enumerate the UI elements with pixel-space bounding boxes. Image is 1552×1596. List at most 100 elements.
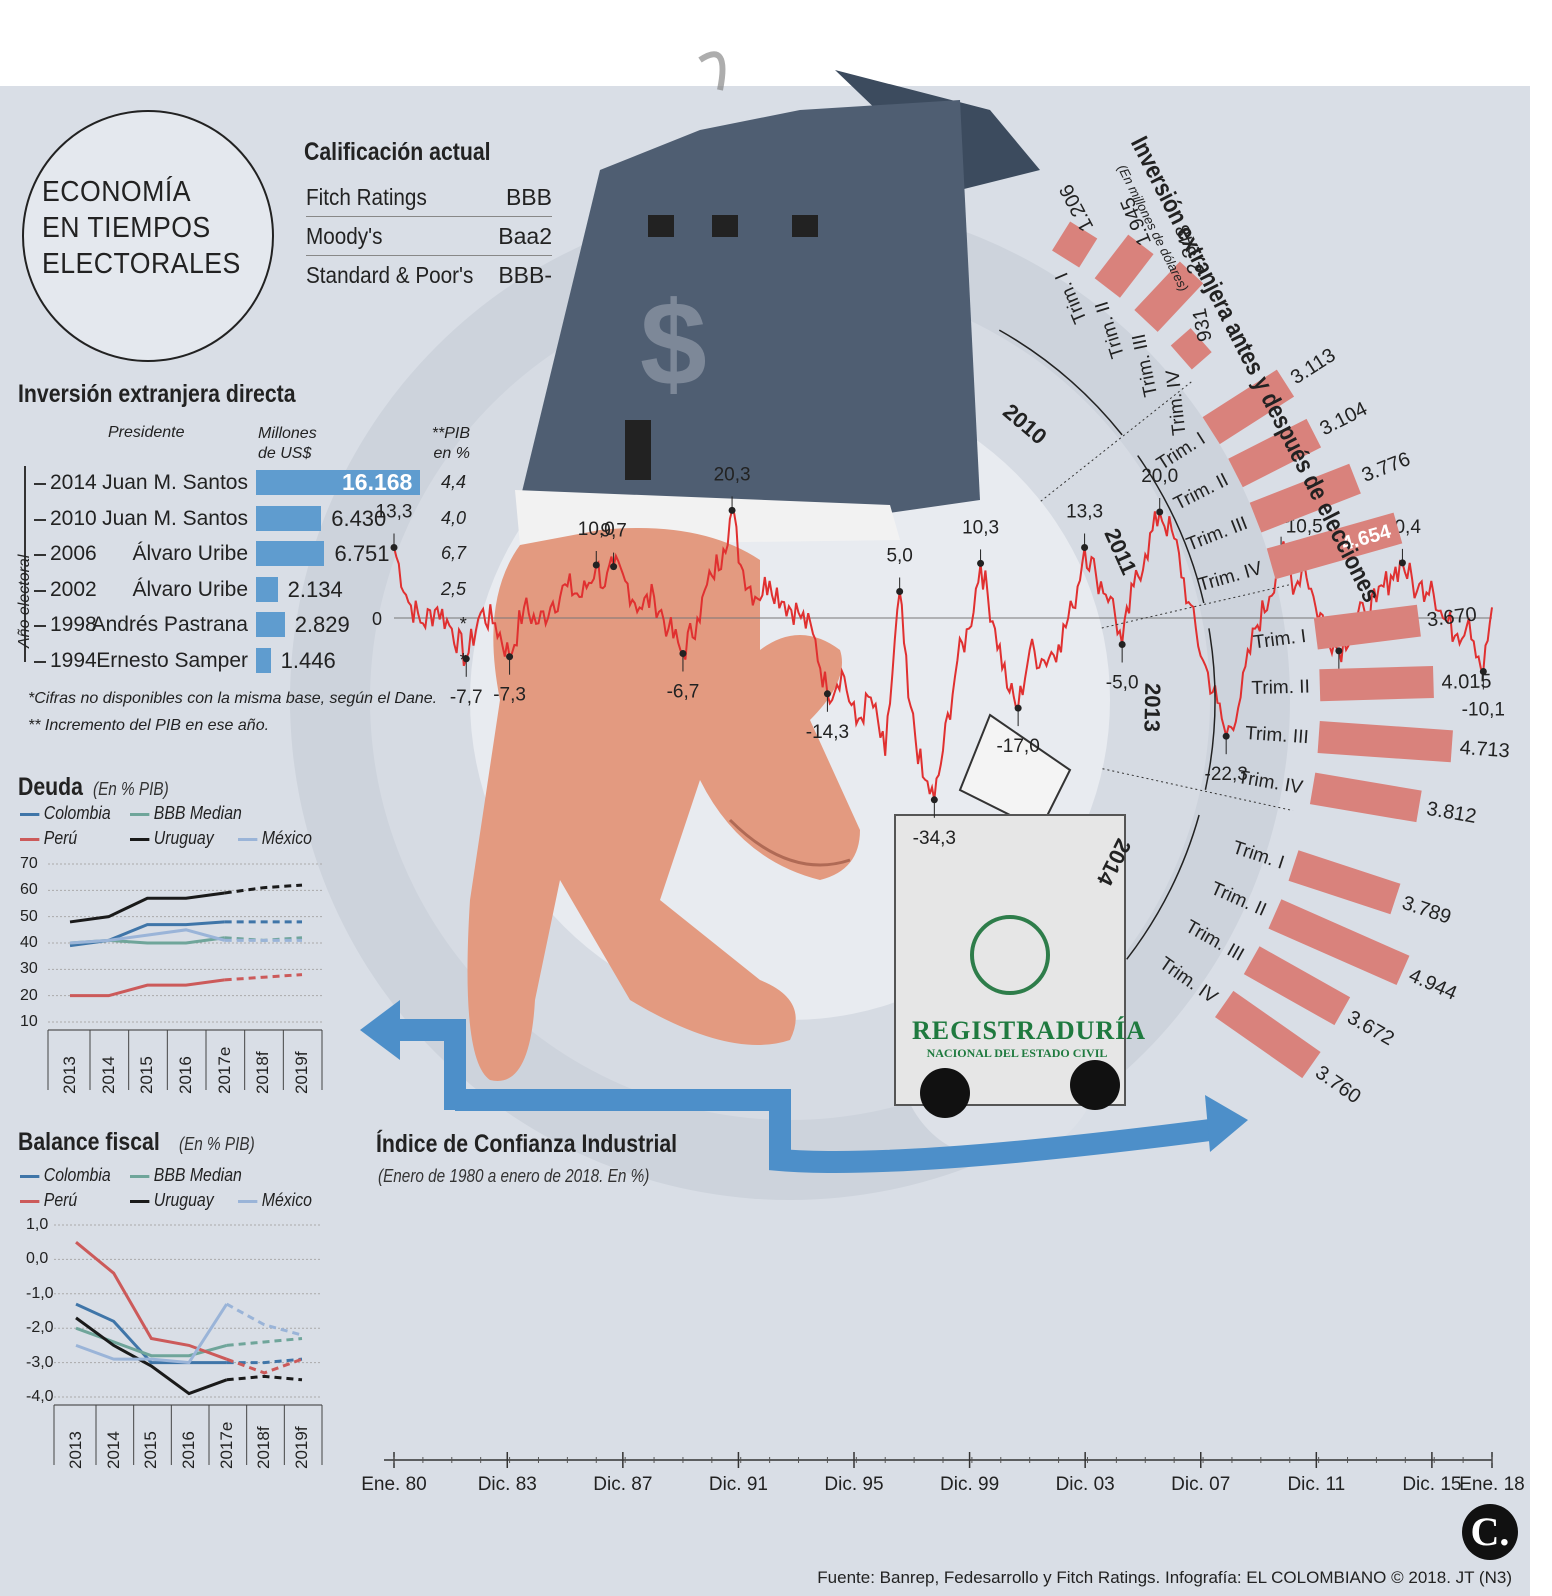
ballot-box-illustration	[894, 713, 1126, 1118]
annotation-label: 5,0	[886, 546, 912, 567]
ied-tick	[34, 483, 46, 485]
ied-year: 2014	[50, 471, 97, 494]
series-line	[75, 1303, 228, 1365]
radial-bar	[1313, 604, 1421, 650]
rating-row: Moody's Baa2	[306, 217, 552, 256]
annotation-label: -22,3	[1205, 764, 1248, 785]
zero-label: 0	[372, 609, 382, 629]
ied-tick	[34, 589, 46, 592]
ied-president: Juan M. Santos	[102, 506, 248, 530]
x-tick-label: 2014	[103, 1431, 123, 1469]
registry-label: REGISTRADURÍA NACIONAL DEL ESTADO CIVIL	[912, 1016, 1145, 1061]
series-forecast-line	[225, 1302, 303, 1337]
balance-unit: (En % PIB)	[179, 1134, 255, 1154]
x-tick-label: Dic. 91	[709, 1474, 768, 1495]
ied-row: 2010 Juan M. Santos 6.430 4,0	[0, 502, 480, 536]
y-tick-label: 20	[20, 986, 38, 1004]
ied-president: Ernesto Samper	[96, 649, 248, 672]
ied-tick	[34, 625, 46, 628]
legend-label: Colombia	[43, 1165, 111, 1185]
series-line	[69, 928, 226, 945]
ied-bar	[256, 505, 322, 531]
x-tick-label: 2017e	[216, 1421, 236, 1469]
x-tick-label: 2019f	[292, 1426, 311, 1469]
x-tick-label: Ene. 18	[1459, 1474, 1525, 1495]
x-tick-label: 2019f	[292, 1051, 311, 1094]
series-line	[70, 978, 225, 998]
x-tick-label: Ene. 80	[361, 1474, 427, 1495]
annotation-label: -17,0	[996, 736, 1039, 757]
radial-year-arc	[998, 329, 1123, 436]
ied-col-pib-line2: en %	[433, 445, 470, 462]
legend-label: México	[261, 828, 312, 848]
series-line	[75, 1316, 228, 1396]
radial-value-label: 4.713	[1459, 737, 1510, 762]
svg-text:$: $	[640, 277, 707, 411]
x-tick-label: Dic. 03	[1056, 1474, 1115, 1495]
annotation-label: -6,7	[667, 682, 700, 703]
ied-note2: ** Incremento del PIB en ese año.	[28, 717, 270, 734]
series-line	[75, 1241, 228, 1361]
deuda-header: Deuda (En % PIB)	[18, 773, 182, 802]
ied-heading: Inversión extranjera directa	[18, 380, 296, 408]
x-tick-label: Dic. 83	[478, 1474, 537, 1495]
ied-axis-bracket	[24, 466, 44, 662]
footer-source: Fuente: Banrep, Fedesarrollo y Fitch Rat…	[817, 1568, 1512, 1587]
ied-row: 2006 Álvaro Uribe 6.751 6,7	[0, 537, 480, 571]
legend-item: México	[238, 828, 312, 849]
y-tick-label: 1,0	[26, 1216, 49, 1233]
legend-item: Colombia	[20, 803, 111, 824]
series-forecast-line	[226, 1374, 303, 1382]
radial-bar	[1052, 221, 1098, 268]
annotation-label: 10,3	[962, 517, 999, 538]
hand-illustration	[467, 528, 860, 1081]
y-tick-label: 10	[20, 1013, 38, 1030]
ied-row: 1998 Andrés Pastrana 2.829 *	[0, 608, 480, 642]
ici-heading: Índice de Confianza Industrial	[376, 1130, 678, 1158]
radial-bar	[1249, 463, 1361, 533]
y-tick-label: -1,0	[26, 1284, 54, 1302]
rating-heading: Calificación actual	[304, 138, 491, 166]
ici-subtitle: (Enero de 1980 a enero de 2018. En %)	[378, 1166, 650, 1186]
ied-pib-value: 6,7	[440, 543, 466, 564]
x-tick-label: 2018f	[253, 1051, 273, 1094]
ied-col-pib-line1: **PIB	[431, 425, 470, 442]
series-line	[69, 891, 225, 924]
x-tick-label: Dic. 87	[593, 1474, 652, 1495]
radial-value-label: 3.776	[1359, 448, 1414, 487]
rating-agency: Standard & Poor's	[306, 262, 474, 288]
radial-value-label: 1.206	[1055, 180, 1098, 235]
x-tick-label: Dic. 11	[1287, 1474, 1345, 1495]
ied-pib-value: *	[458, 650, 466, 670]
deuda-heading: Deuda	[18, 773, 83, 801]
ied-tick	[34, 554, 46, 557]
y-tick-label: 40	[20, 934, 38, 951]
series-forecast-line	[224, 883, 303, 895]
deuda-unit: (En % PIB)	[92, 779, 169, 799]
annotation-label: -10,1	[1462, 700, 1505, 721]
radial-bar	[1309, 772, 1422, 823]
blue-arrow-left	[360, 1000, 466, 1110]
radial-bar	[1243, 946, 1351, 1026]
deuda-chart	[47, 863, 323, 1090]
x-tick-label: Dic. 07	[1171, 1474, 1230, 1495]
ied-col-millions: Millones de US$	[258, 424, 317, 464]
ied-year: 2002	[50, 577, 97, 601]
radial-bar	[1170, 328, 1212, 370]
radial-bar	[1134, 261, 1204, 332]
radial-quarter-label: Trim. III	[1244, 723, 1309, 748]
annotation-label: 10,0	[578, 519, 615, 540]
registry-line2: NACIONAL DEL ESTADO CIVIL	[926, 1046, 1108, 1060]
series-forecast-line	[226, 1337, 303, 1347]
radial-quarter-label: Trim. II	[1251, 676, 1310, 699]
ied-president: Juan M. Santos	[102, 471, 248, 494]
y-tick-label: 30	[20, 960, 38, 978]
rating-row: Fitch Ratings BBB	[306, 178, 552, 217]
ied-bar	[256, 612, 285, 638]
ied-year: 2006	[50, 542, 97, 566]
legend-item: Perú	[20, 828, 77, 849]
ied-row: 1994 Ernesto Samper 1.446 *	[0, 644, 480, 678]
y-tick-label: 60	[20, 881, 38, 899]
annotation-dot	[728, 506, 736, 514]
ici-series-line	[393, 508, 1493, 800]
